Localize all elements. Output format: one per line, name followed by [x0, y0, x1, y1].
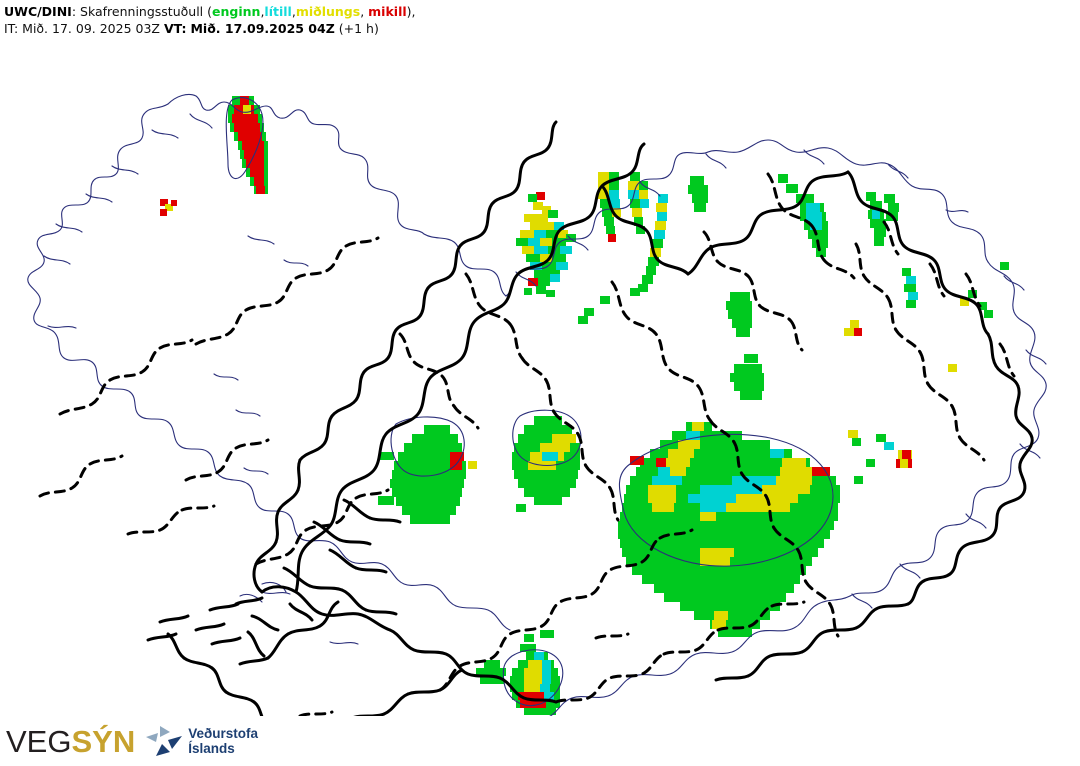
coastline — [27, 93, 1047, 716]
patch-nordurland-blobs — [688, 176, 764, 400]
patch-hofsjokull — [512, 416, 580, 512]
patch-vestfirdir-spot — [160, 199, 177, 216]
vegsyn-logo[interactable]: VEGSÝN — [6, 726, 135, 757]
it-value: Mið. 17. 09. 2025 03Z — [22, 21, 160, 36]
agency-line-2: Íslands — [188, 741, 235, 756]
patch-nordausturland — [778, 174, 1009, 336]
patch-drangajokull — [228, 96, 268, 194]
it-label: IT: — [4, 21, 19, 36]
vedurstofa-pinwheel-icon — [146, 726, 183, 756]
legend-word-litill: lítill — [264, 4, 292, 19]
comma-2: , — [291, 4, 296, 19]
map-header: UWC/DINI: Skafrenningsstuðull (enginn,lí… — [0, 0, 1080, 44]
iceland-map[interactable] — [0, 44, 1080, 716]
trailing-comma: , — [411, 4, 416, 19]
product-code: UWC/DINI — [4, 4, 72, 19]
legend-word-mikill: mikill — [368, 4, 407, 19]
road-network-secondary — [38, 172, 1016, 716]
header-colon: : — [71, 4, 77, 19]
header-title-line: UWC/DINI: Skafrenningsstuðull (enginn,lí… — [4, 4, 1080, 19]
vt-value: Mið. 17.09.2025 04Z — [190, 21, 335, 36]
legend-word-midlungs: miðlungs — [295, 4, 361, 19]
agency-line-1: Veðurstofa — [188, 726, 258, 741]
paren-close: ) — [406, 4, 412, 19]
patch-langjokull — [378, 425, 477, 524]
lead-time: (+1 h) — [338, 21, 379, 36]
vegsyn-logo-primary: VEG — [6, 723, 72, 759]
vt-label: VT: — [163, 21, 187, 36]
brand-block: VEGSÝN Veðurstofa Íslands — [6, 722, 258, 760]
map-footer: VEGSÝN Veðurstofa Íslands 0 — [0, 716, 1080, 766]
vedurstofa-wordmark: Veðurstofa Íslands — [188, 726, 258, 756]
patch-myrdalsjokull — [476, 630, 560, 715]
map-canvas[interactable] — [0, 44, 1080, 716]
blowing-snow-raster — [160, 96, 1009, 715]
patch-trollaskagi — [516, 192, 576, 297]
patch-vatnajokull — [618, 422, 912, 637]
header-time-line: IT: Mið. 17. 09. 2025 03Z VT: Mið. 17.09… — [4, 21, 1080, 36]
legend-word-enginn: enginn — [212, 4, 261, 19]
parameter-name: Skafrenningsstuðull — [80, 4, 204, 19]
paren-open: ( — [207, 4, 213, 19]
comma-1: , — [260, 4, 265, 19]
comma-3: , — [360, 4, 365, 19]
patch-nordurland-streaks — [578, 172, 668, 324]
vegsyn-logo-secondary: SÝN — [71, 723, 136, 759]
road-network-primary — [146, 120, 1034, 716]
